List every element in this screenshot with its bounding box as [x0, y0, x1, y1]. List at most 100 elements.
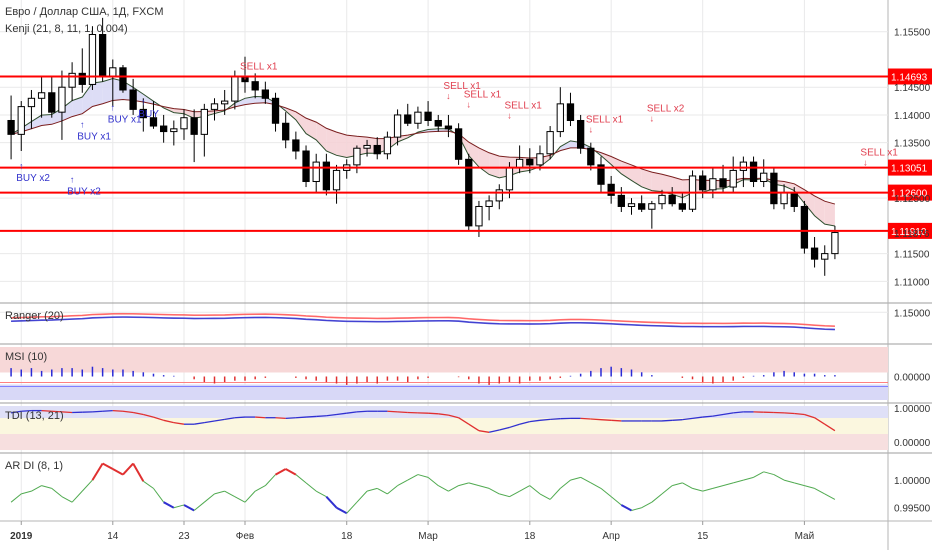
ardi-line-segment — [316, 491, 326, 497]
tdi-axis-tick: 0.00000 — [894, 438, 931, 449]
ardi-line-segment — [642, 502, 652, 508]
candle-down — [303, 151, 309, 182]
ardi-line-segment — [123, 464, 133, 475]
ardi-line-segment — [550, 488, 560, 499]
ardi-line-segment — [672, 483, 682, 486]
ardi-line-segment — [153, 488, 163, 502]
ardi-line-segment — [509, 491, 519, 497]
candle-down — [679, 204, 685, 210]
last-price-label: 1.11876 — [894, 229, 930, 240]
candle-down — [191, 118, 197, 135]
signal-arrow-down: ↓ — [650, 113, 655, 123]
tdi-line-segment — [611, 420, 621, 421]
price-axis-tick: 1.14000 — [894, 111, 931, 122]
tdi-axis-tick: 1.00000 — [894, 404, 931, 415]
candle-up — [832, 233, 838, 254]
ardi-line-segment — [469, 483, 479, 486]
candle-up — [730, 170, 736, 187]
candle-down — [160, 126, 166, 132]
candle-down — [801, 206, 807, 248]
time-axis-label: 15 — [697, 531, 709, 542]
ardi-line-segment — [459, 483, 469, 486]
time-axis-label: Май — [795, 531, 815, 542]
candle-up — [232, 76, 238, 101]
ardi-line-segment — [804, 486, 814, 489]
tdi-line-segment — [276, 418, 286, 419]
ardi-line-segment — [133, 464, 143, 482]
ardi-line-segment — [774, 475, 784, 481]
ardi-line-segment — [540, 494, 550, 500]
tdi-line-segment — [103, 411, 113, 412]
ardi-line-segment — [784, 480, 794, 483]
candle-down — [720, 179, 726, 187]
ardi-line-segment — [21, 491, 31, 494]
cloud-bear-segment — [652, 172, 662, 192]
time-axis-label: Апр — [602, 531, 620, 542]
ardi-line-segment — [794, 483, 804, 486]
candle-down — [323, 162, 329, 190]
tdi-line-segment — [286, 418, 296, 419]
signal-label-buy: BUY — [138, 109, 159, 120]
candle-down — [405, 115, 411, 123]
ardi-line-segment — [723, 483, 733, 486]
tdi-line-segment — [255, 417, 265, 418]
time-axis-label: 2019 — [10, 531, 33, 542]
candle-down — [435, 120, 441, 126]
candle-up — [476, 206, 482, 225]
candle-down — [588, 148, 594, 165]
time-axis-label: Фев — [236, 531, 254, 542]
signal-arrow-down: ↓ — [243, 72, 248, 82]
ardi-line-segment — [703, 488, 713, 491]
candle-up — [181, 118, 187, 129]
candle-up — [384, 137, 390, 154]
tdi-line-segment — [428, 413, 438, 414]
cloud-bull-segment — [82, 83, 92, 114]
cloud-bull-segment — [103, 79, 113, 104]
msi-axis-tick: 0.00000 — [894, 373, 931, 384]
ardi-line-segment — [560, 480, 570, 488]
ardi-line-segment — [713, 486, 723, 489]
candle-down — [811, 248, 817, 259]
candle-up — [537, 154, 543, 165]
candle-up — [557, 104, 563, 132]
ardi-line-segment — [418, 475, 428, 478]
candle-up — [516, 159, 522, 167]
ardi-line-segment — [225, 491, 235, 497]
candle-down — [79, 73, 85, 84]
candle-down — [283, 123, 289, 140]
tdi-line-segment — [296, 417, 306, 418]
tdi-line-segment — [672, 420, 682, 421]
ardi-line-segment — [184, 505, 194, 511]
ardi-line-segment — [408, 475, 418, 481]
candle-down — [455, 129, 461, 160]
candle-up — [394, 115, 400, 137]
candle-up — [547, 132, 553, 154]
price-axis-tick: 1.13500 — [894, 139, 931, 150]
ardi-line-segment — [632, 508, 642, 511]
ardi-line-segment — [245, 491, 255, 502]
candle-down — [771, 173, 777, 204]
ranger-upper-line — [11, 314, 835, 326]
cloud-bull-segment — [42, 114, 52, 125]
ardi-line-segment — [448, 486, 458, 492]
candle-up — [201, 109, 207, 134]
candle-up — [38, 93, 44, 99]
ardi-line-segment — [337, 508, 347, 514]
candle-down — [252, 82, 258, 90]
signal-label-buy: BUY x1 — [108, 115, 142, 126]
ardi-line-segment — [601, 488, 611, 496]
signal-label-buy: BUY x1 — [77, 131, 111, 142]
candle-down — [750, 162, 756, 181]
ardi-line-segment — [764, 472, 774, 475]
price-level-label: 1.14693 — [891, 73, 928, 84]
ardi-line-segment — [570, 477, 580, 480]
ardi-line-segment — [611, 497, 621, 505]
candle-up — [740, 162, 746, 170]
ardi-line-segment — [398, 480, 408, 486]
tdi-line-segment — [662, 420, 672, 421]
ardi-axis-tick: 1.00000 — [894, 476, 931, 487]
candle-up — [333, 170, 339, 189]
msi-pane-label: MSI (10) — [5, 351, 47, 363]
ardi-line-segment — [194, 502, 204, 510]
ardi-line-segment — [265, 475, 275, 486]
